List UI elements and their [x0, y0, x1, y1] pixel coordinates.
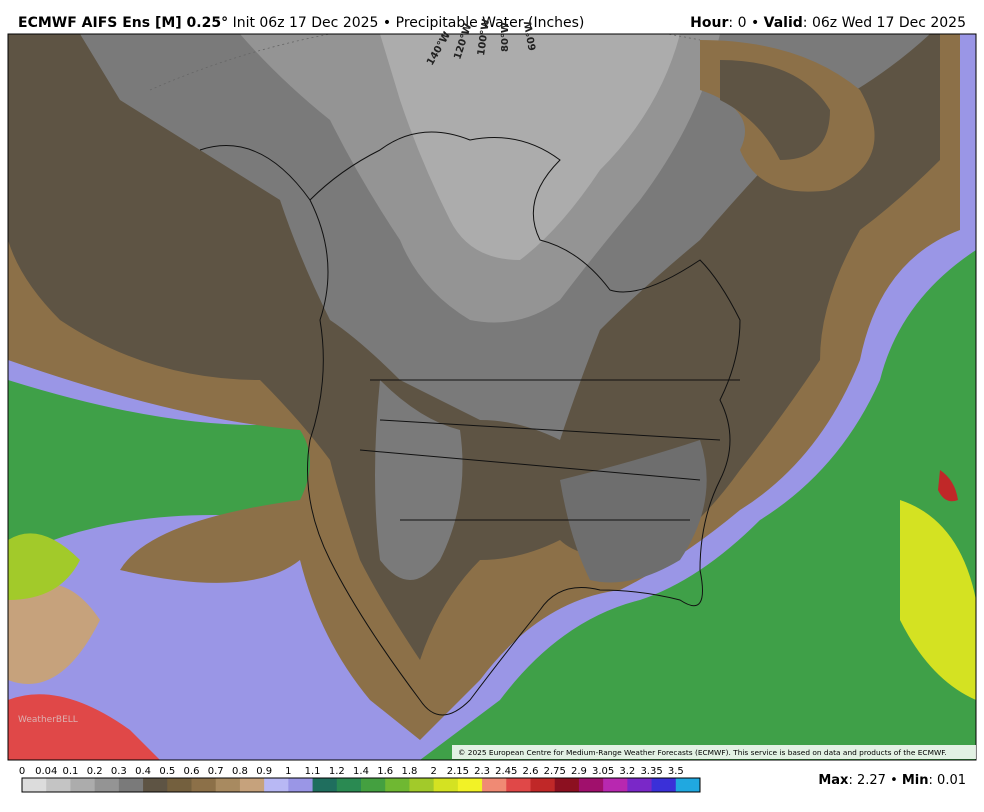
- colorbar-label: 2: [430, 766, 436, 777]
- colorbar-label: 0.3: [111, 766, 127, 777]
- color-swatch: [215, 778, 241, 792]
- color-swatch: [167, 778, 192, 792]
- colorbar-label: 1: [285, 766, 291, 777]
- colorbar-label: 3.05: [592, 766, 614, 777]
- color-swatch: [239, 778, 265, 792]
- color-swatch: [385, 778, 410, 792]
- color-swatch: [603, 778, 628, 792]
- valid-label: Valid: [764, 15, 803, 31]
- longitude-label: 100°W: [476, 18, 492, 56]
- min-label: Min: [902, 773, 929, 788]
- max-value: 2.27: [857, 773, 886, 788]
- color-swatch: [457, 778, 483, 792]
- colorbar-label: 0.5: [159, 766, 175, 777]
- color-swatch: [361, 778, 386, 792]
- colorbar-label: 0.9: [256, 766, 272, 777]
- color-swatch: [627, 778, 653, 792]
- colorbar-label: 2.9: [571, 766, 587, 777]
- model-title: ECMWF AIFS Ens [M] 0.25°: [18, 15, 228, 31]
- color-swatch: [22, 778, 47, 792]
- colorbar-label: 2.3: [474, 766, 490, 777]
- colorbar-label: 2.45: [495, 766, 517, 777]
- color-swatch: [191, 778, 217, 792]
- color-swatch: [264, 778, 289, 792]
- color-swatch: [312, 778, 338, 792]
- color-swatch: [336, 778, 362, 792]
- color-swatch: [143, 778, 168, 792]
- header-left: ECMWF AIFS Ens [M] 0.25° Init 06z 17 Dec…: [18, 15, 584, 31]
- init-time: Init 06z 17 Dec 2025: [233, 15, 379, 31]
- colorbar: 0 0.04 0.1 0.2 0.3 0.4 0.5 0.6 0.7 0.8 0.9 1 1.1 1.2 1…: [19, 766, 701, 793]
- colorbar-label: 2.15: [447, 766, 469, 777]
- copyright: © 2025 European Centre for Medium-Range …: [458, 748, 947, 757]
- map: [8, 34, 976, 760]
- colorbar-frame: [21, 777, 701, 793]
- separator: •: [383, 15, 391, 31]
- colorbar-label: 3.2: [619, 766, 635, 777]
- colorbar-label: 0.1: [62, 766, 78, 777]
- colorbar-label: 0.7: [208, 766, 224, 777]
- max-label: Max: [818, 773, 849, 788]
- colorbar-label: 0.04: [35, 766, 57, 777]
- colorbar-label: 1.1: [305, 766, 321, 777]
- header-right: Hour: 0 • Valid: 06z Wed 17 Dec 2025: [690, 15, 966, 31]
- separator: •: [890, 773, 898, 788]
- color-swatch: [506, 778, 531, 792]
- colorbar-label: 3.35: [640, 766, 662, 777]
- field-name: Precipitable Water (Inches): [396, 15, 585, 31]
- color-swatch: [118, 778, 144, 792]
- separator: •: [751, 15, 759, 31]
- color-swatch: [433, 778, 459, 792]
- color-swatch: [482, 778, 507, 792]
- color-swatch: [554, 778, 580, 792]
- colorbar-label: 1.2: [329, 766, 345, 777]
- colorbar-label: 1.6: [377, 766, 393, 777]
- color-swatch: [651, 778, 677, 792]
- colorbar-label: 3.5: [668, 766, 684, 777]
- color-swatch: [94, 778, 120, 792]
- copyright-box: [452, 745, 976, 759]
- colorbar-label: 1.4: [353, 766, 369, 777]
- hour-label: Hour: [690, 15, 728, 31]
- color-swatch: [578, 778, 604, 792]
- colorbar-label: 1.8: [401, 766, 417, 777]
- logo: WeatherBELL: [18, 715, 78, 725]
- colorbar-label: 0.4: [135, 766, 151, 777]
- longitude-label: 80°W: [500, 22, 511, 52]
- hour: 0: [738, 15, 747, 31]
- footer-stats: Max: 2.27 • Min: 0.01: [818, 773, 966, 788]
- longitude-label: 60°W: [523, 20, 539, 51]
- colorbar-label: 0: [19, 766, 25, 777]
- valid-time: 06z Wed 17 Dec 2025: [812, 15, 966, 31]
- map-frame: [7, 33, 977, 761]
- color-swatch: [70, 778, 96, 792]
- color-swatch: [675, 778, 701, 792]
- colorbar-label: 2.75: [544, 766, 566, 777]
- colorbar-label: 0.6: [184, 766, 200, 777]
- color-swatch: [530, 778, 556, 792]
- color-swatch: [409, 778, 435, 792]
- color-swatch: [288, 778, 314, 792]
- colorbar-label: 0.2: [87, 766, 103, 777]
- colorbar-label: 0.8: [232, 766, 248, 777]
- color-swatch: [46, 778, 71, 792]
- min-value: 0.01: [937, 773, 966, 788]
- colorbar-label: 2.6: [523, 766, 539, 777]
